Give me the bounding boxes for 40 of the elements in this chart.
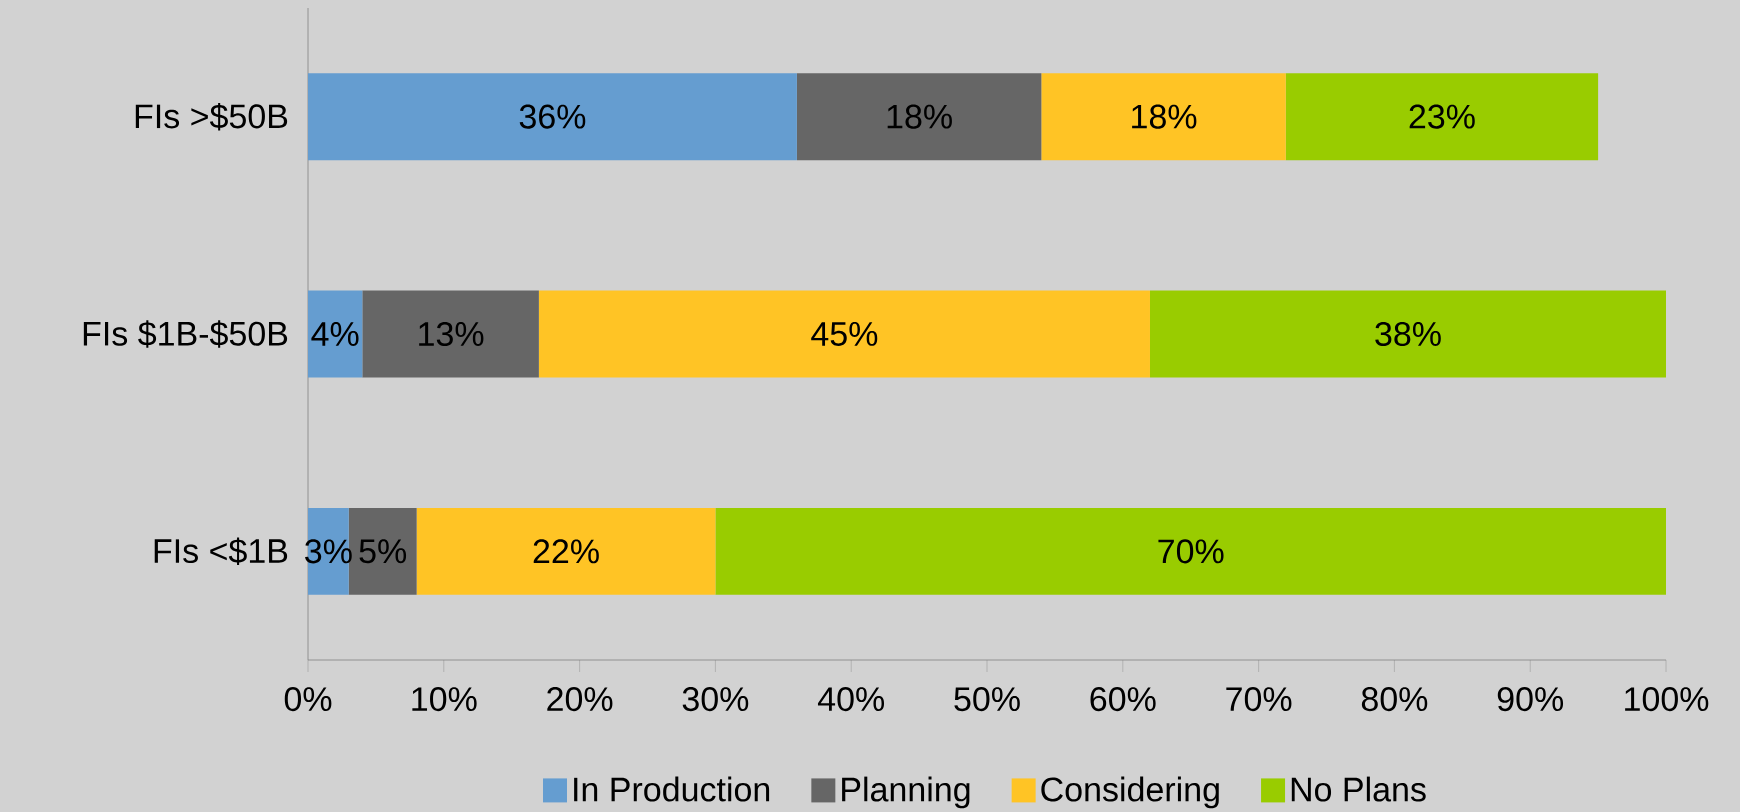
x-tick-label: 20% [547, 687, 613, 712]
data-label: 38% [1375, 321, 1441, 347]
bar [1149, 290, 1667, 378]
bar [416, 507, 716, 595]
data-label: 4% [311, 322, 359, 346]
bar [362, 290, 539, 378]
bar [796, 73, 1042, 161]
data-label: 70% [1158, 539, 1224, 564]
y-tick-label: FIs <$1B [154, 537, 288, 566]
x-tick-label: 0% [284, 687, 332, 712]
bar [308, 290, 363, 378]
data-label: 18% [887, 104, 952, 129]
x-tick-label: 40% [817, 687, 885, 712]
data-label: 3% [305, 539, 352, 564]
data-label: 45% [811, 322, 878, 346]
x-tick-label: 70% [1226, 687, 1292, 712]
data-label: 18% [1132, 104, 1197, 129]
data-label: 23% [1409, 104, 1475, 129]
data-label: 5% [359, 539, 407, 564]
bar [308, 73, 797, 161]
legend-label: No Plans [1291, 776, 1426, 802]
x-tick-label: 50% [954, 687, 1020, 712]
legend-label: In Production [574, 776, 770, 802]
data-label: 22% [533, 539, 599, 564]
x-tick-label: 90% [1497, 687, 1564, 712]
bar [538, 290, 1150, 378]
legend-label: Planning [842, 776, 970, 809]
bar [1041, 73, 1286, 161]
x-tick-label: 80% [1361, 687, 1428, 712]
x-tick-label: 60% [1090, 687, 1156, 712]
x-tick-label: 10% [412, 687, 477, 712]
legend-label: Considering [1041, 776, 1219, 809]
data-label: 13% [419, 321, 484, 347]
y-tick-label: FIs >$50B [135, 102, 288, 131]
bar [715, 507, 1667, 595]
bar [1285, 73, 1599, 161]
x-tick-label: 100% [1625, 687, 1709, 712]
data-label: 36% [519, 104, 586, 129]
x-tick-label: 30% [682, 687, 749, 712]
y-tick-label: FIs $1B-$50B [83, 320, 288, 348]
